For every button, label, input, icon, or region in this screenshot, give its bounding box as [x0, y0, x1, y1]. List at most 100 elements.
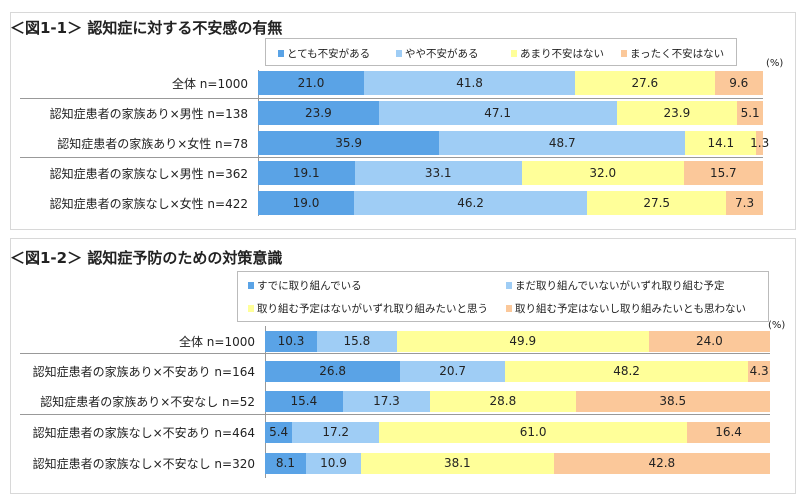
- bar-segment: 7.3: [726, 191, 763, 215]
- bar-segment: 15.7: [683, 161, 763, 185]
- data-label: 7.3: [735, 196, 755, 210]
- data-label: 23.9: [304, 106, 332, 120]
- data-label: 17.2: [322, 425, 350, 439]
- bar-segment: 33.1: [354, 161, 522, 185]
- bar-segment: 38.5: [575, 390, 770, 412]
- bar-segment: 26.8: [265, 360, 401, 382]
- bar-segment: 23.9: [258, 101, 379, 125]
- legend-swatch: [506, 305, 512, 312]
- category-label: 全体 n=1000: [171, 77, 248, 91]
- bar-segment: 42.8: [553, 452, 770, 474]
- data-label: 5.4: [269, 425, 289, 439]
- data-label: 32.0: [589, 166, 617, 180]
- legend-label: まだ取り組んでいないがいずれ取り組む予定: [515, 280, 725, 292]
- group-divider: [20, 353, 770, 354]
- bar-segment: 20.7: [400, 360, 505, 382]
- legend-label: やや不安がある: [405, 48, 479, 60]
- data-label: 19.0: [292, 196, 320, 210]
- data-label: 35.9: [335, 136, 362, 150]
- bar-segment: 5.4: [265, 421, 293, 443]
- data-label: 38.1: [443, 456, 471, 470]
- category-label: 認知症患者の家族あり×不安あり n=164: [32, 365, 255, 379]
- legend-swatch: [511, 50, 517, 57]
- chart-title: ＜図1-1＞ 認知症に対する不安感の有無: [10, 19, 283, 37]
- data-label: 23.9: [663, 106, 691, 120]
- bar-segment: 47.1: [378, 101, 617, 125]
- category-label: 認知症患者の家族あり×男性 n=138: [49, 107, 248, 121]
- legend-swatch: [621, 50, 627, 57]
- bar-segment: 49.9: [396, 330, 649, 352]
- legend-swatch: [278, 50, 284, 57]
- data-label: 14.1: [707, 136, 735, 150]
- legend-label: すでに取り組んでいる: [257, 280, 362, 292]
- data-label: 47.1: [484, 106, 511, 120]
- bar-segment: 24.0: [648, 330, 770, 352]
- bar-segment: 48.7: [439, 131, 686, 155]
- bar-segment: 15.8: [317, 330, 397, 352]
- category-label: 認知症患者の家族なし×不安なし n=320: [32, 457, 255, 471]
- legend-item: すでに取り組んでいる: [248, 278, 362, 293]
- legend-swatch: [506, 282, 512, 289]
- legend-item: あまり不安はない: [511, 46, 604, 61]
- bar-segment: 27.6: [575, 71, 715, 95]
- legend-item: まったく不安はない: [621, 46, 724, 61]
- data-label: 26.8: [319, 364, 347, 378]
- bar-segment: 17.2: [292, 421, 380, 443]
- legend-label: あまり不安はない: [520, 48, 604, 60]
- unit-label: (%): [766, 58, 784, 69]
- bar-segment: 16.4: [687, 421, 770, 443]
- data-label: 48.7: [548, 136, 576, 150]
- data-label: 21.0: [297, 76, 325, 90]
- bar-segment: 4.3: [748, 360, 770, 382]
- bar-segment: 32.0: [521, 161, 684, 185]
- legend: とても不安がある やや不安がある あまり不安はない まったく不安はない: [265, 38, 737, 66]
- category-label: 認知症患者の家族なし×女性 n=422: [49, 197, 248, 211]
- data-label: 48.2: [613, 364, 640, 378]
- bar-segment: 5.1: [737, 101, 763, 125]
- data-label: 33.1: [424, 166, 452, 180]
- bar-segment: 10.9: [305, 452, 362, 474]
- data-label: 49.9: [509, 334, 537, 348]
- bar-segment: 1.3: [750, 131, 769, 155]
- bar-segment: 19.1: [258, 161, 355, 185]
- data-label: 10.9: [320, 456, 347, 470]
- category-label: 認知症患者の家族なし×男性 n=362: [49, 167, 248, 181]
- category-label: 認知症患者の家族なし×不安あり n=464: [32, 426, 255, 440]
- bar-segment: 14.1: [685, 131, 757, 155]
- category-label: 全体 n=1000: [178, 335, 255, 349]
- data-label: 38.5: [659, 394, 687, 408]
- data-label: 10.3: [277, 334, 305, 348]
- legend-item: とても不安がある: [278, 46, 370, 61]
- data-label: 46.2: [457, 196, 484, 210]
- bar-segment: 21.0: [258, 71, 365, 95]
- group-divider: [20, 98, 763, 99]
- data-label: 5.1: [740, 106, 760, 120]
- data-label: 15.8: [343, 334, 371, 348]
- category-label: 認知症患者の家族あり×女性 n=78: [57, 137, 248, 151]
- legend-label: 取り組む予定はないし取り組みたいとも思わない: [515, 303, 746, 315]
- legend-item: 取り組む予定はないがいずれ取り組みたいと思う: [248, 301, 488, 316]
- bar-segment: 48.2: [504, 360, 749, 382]
- data-label: 4.3: [749, 364, 769, 378]
- legend-item: 取り組む予定はないし取り組みたいとも思わない: [506, 301, 746, 316]
- data-label: 19.1: [292, 166, 320, 180]
- legend-swatch: [248, 305, 254, 312]
- bar-segment: 35.9: [258, 131, 440, 155]
- bar-segment: 38.1: [361, 452, 554, 474]
- bar-segment: 27.5: [587, 191, 727, 215]
- data-label: 1.3: [750, 136, 770, 150]
- data-label: 16.4: [715, 425, 742, 439]
- data-label: 24.0: [696, 334, 723, 348]
- group-divider: [20, 157, 763, 158]
- bar-segment: 17.3: [342, 390, 431, 412]
- bar-segment: 28.8: [430, 390, 576, 412]
- legend-item: やや不安がある: [396, 46, 479, 61]
- unit-label: (%): [768, 320, 786, 331]
- data-label: 61.0: [519, 425, 547, 439]
- data-label: 42.8: [648, 456, 676, 470]
- legend: すでに取り組んでいる まだ取り組んでいないがいずれ取り組む予定取り組む予定はないが…: [237, 271, 769, 322]
- legend-label: まったく不安はない: [630, 48, 725, 60]
- legend-label: 取り組む予定はないがいずれ取り組みたいと思う: [257, 303, 488, 315]
- bar-segment: 9.6: [714, 71, 763, 95]
- data-label: 15.4: [290, 394, 318, 408]
